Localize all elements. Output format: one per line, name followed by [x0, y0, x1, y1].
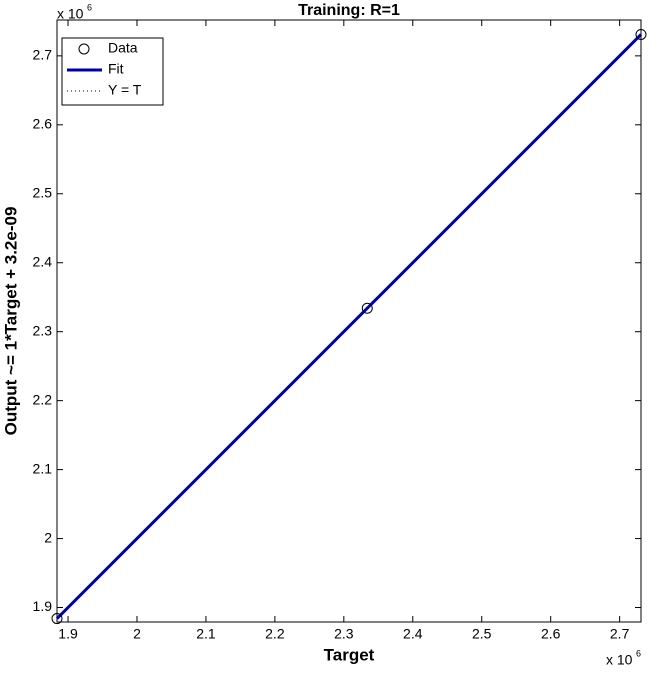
x-tick-label: 1.9	[58, 626, 78, 642]
x-tick-label: 2.2	[265, 626, 285, 642]
chart-title: Training: R=1	[298, 2, 400, 19]
y-multiplier: x 10	[57, 6, 84, 22]
y-tick-label: 2.4	[33, 253, 53, 269]
data-point	[635, 28, 647, 40]
y-multiplier-exponent: 6	[87, 2, 92, 12]
y-tick-label: 2.1	[33, 460, 53, 476]
data-point	[51, 613, 63, 625]
y-axis-label: Output ~= 1*Target + 3.2e-09	[1, 207, 20, 436]
x-axis-label: Target	[324, 645, 375, 664]
y-tick-label: 2.3	[33, 322, 53, 338]
legend-label: Data	[108, 40, 138, 56]
fit-line	[55, 33, 643, 620]
x-tick-label: 2.4	[403, 626, 423, 642]
x-tick-label: 2.5	[472, 626, 492, 642]
legend-label: Fit	[108, 61, 124, 77]
y-tick-label: 2	[44, 529, 52, 545]
x-multiplier: x 10	[606, 652, 633, 668]
x-tick-label: 2.1	[196, 626, 216, 642]
x-tick-label: 2.3	[334, 626, 354, 642]
legend-label: Y = T	[108, 82, 142, 98]
x-tick-label: 2	[133, 626, 141, 642]
data-point	[361, 302, 373, 314]
legend-marker	[78, 43, 90, 55]
x-tick-label: 2.6	[541, 626, 561, 642]
y-tick-label: 2.6	[33, 116, 53, 132]
x-tick-label: 2.7	[610, 626, 630, 642]
y-tick-label: 2.2	[33, 391, 53, 407]
y-tick-label: 2.7	[33, 47, 53, 63]
y-tick-label: 2.5	[33, 184, 53, 200]
x-multiplier-exponent: 6	[636, 648, 641, 658]
y-tick-label: 1.9	[33, 598, 53, 614]
